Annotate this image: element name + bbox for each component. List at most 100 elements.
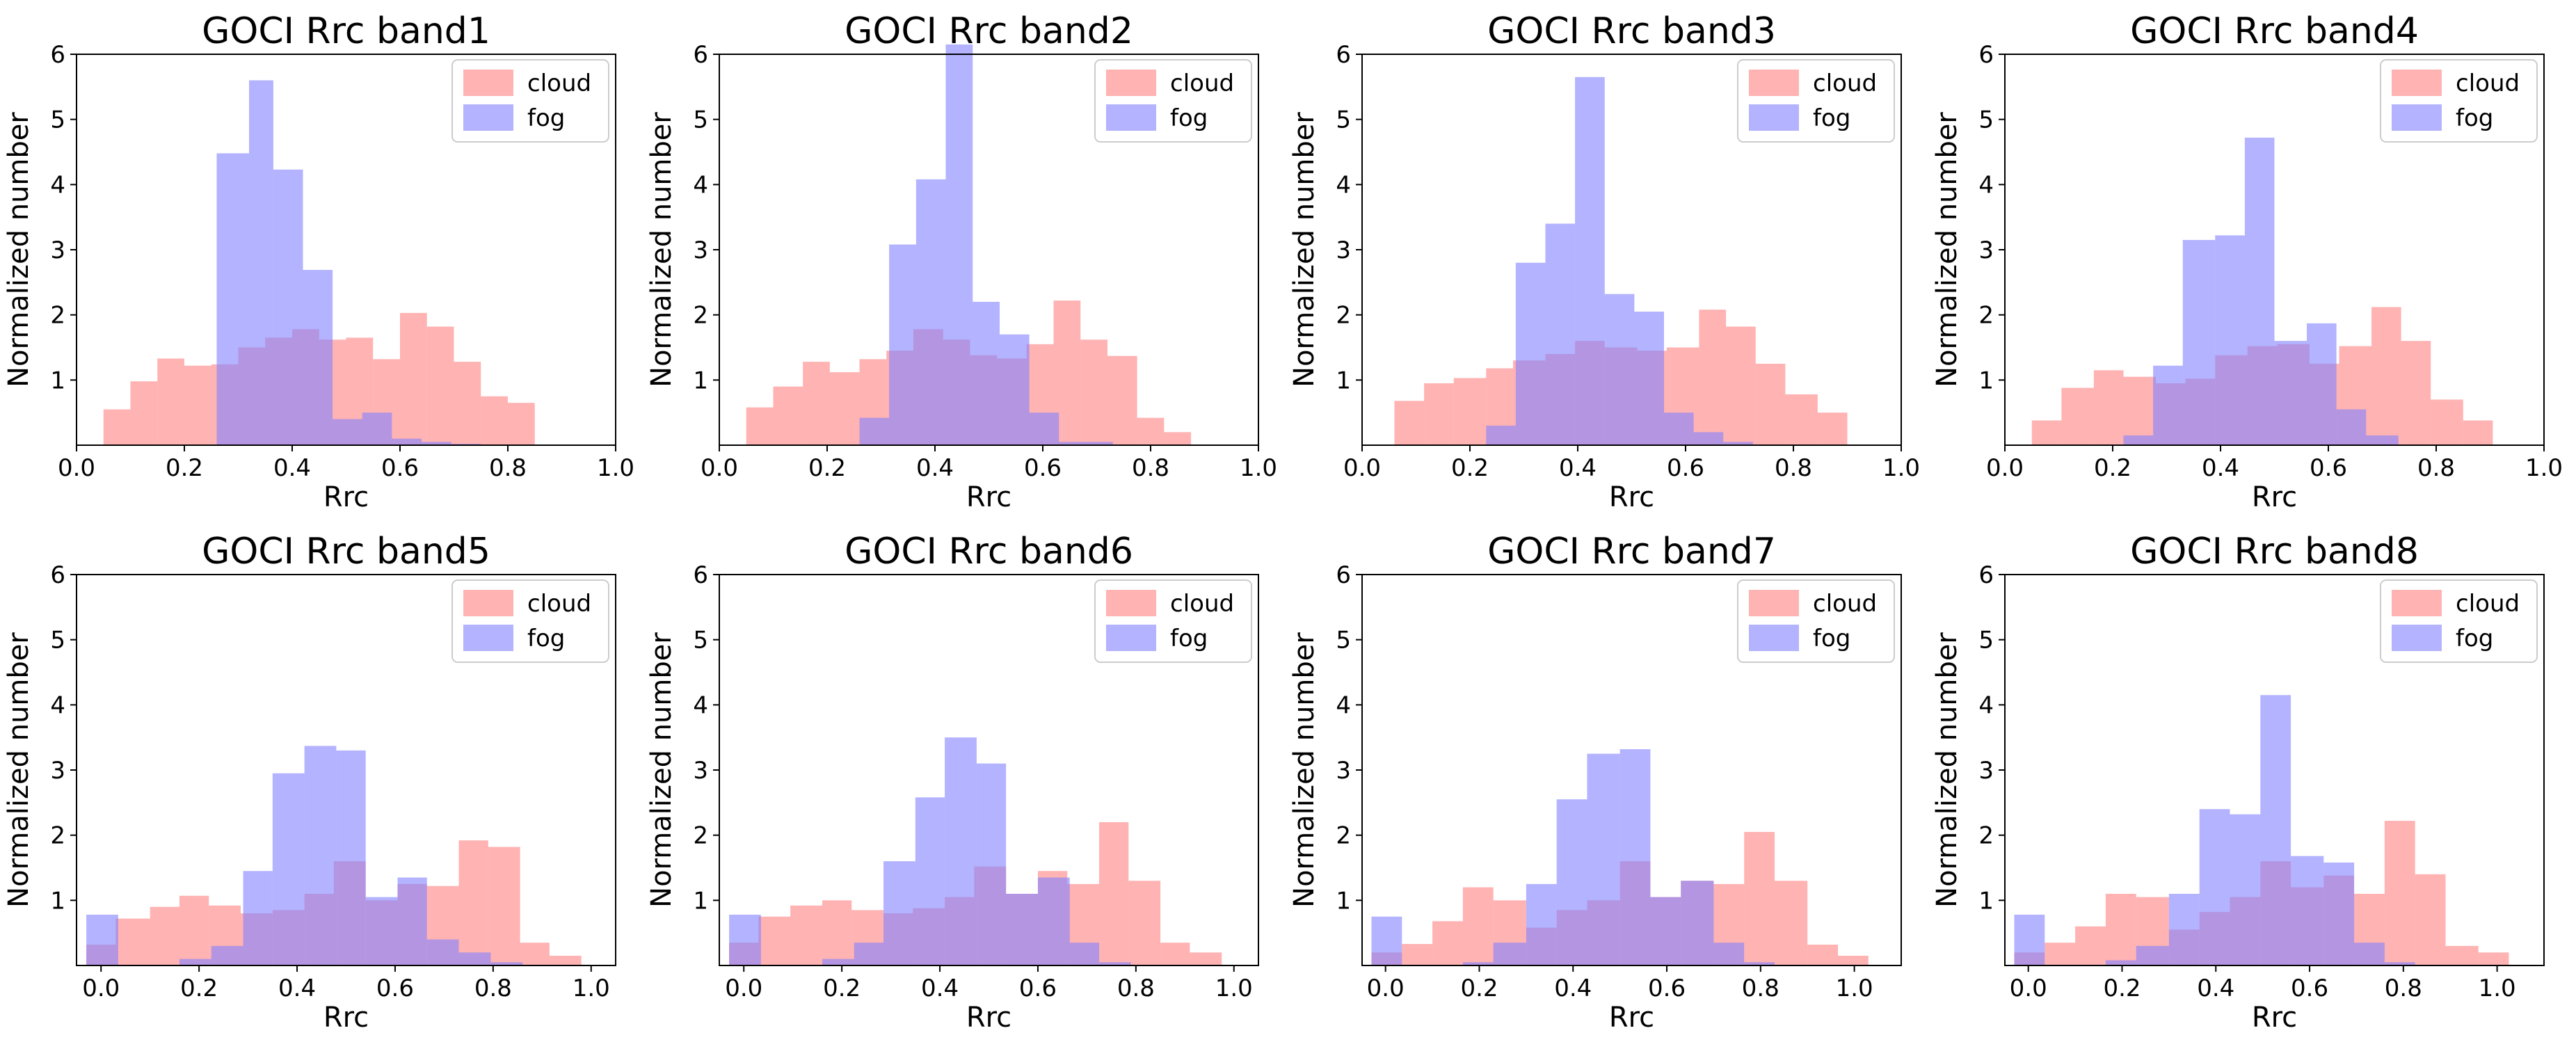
legend-swatch-cloud [1749, 70, 1799, 96]
x-tick-label: 0.4 [916, 454, 954, 482]
x-tick-label: 0.6 [1667, 454, 1704, 482]
x-tick-label: 0.4 [2197, 975, 2234, 1002]
fog-bar [1634, 311, 1664, 445]
x-tick-label: 0.0 [1343, 454, 1381, 482]
x-tick-label: 1.0 [2525, 454, 2563, 482]
legend-label-cloud: cloud [1813, 590, 1877, 618]
fog-bar [1000, 334, 1030, 445]
y-axis-label: Normalized number [3, 112, 35, 387]
x-tick-label: 0.2 [1451, 454, 1489, 482]
fog-bar [2199, 809, 2230, 965]
legend: cloud fog [2380, 59, 2538, 143]
x-tick-label: 0.2 [1460, 975, 1498, 1002]
y-tick-label: 3 [1978, 757, 1994, 785]
cloud-bar [829, 372, 860, 445]
subplot-title: GOCI Rrc band8 [2130, 531, 2419, 572]
fog-bar [2274, 341, 2307, 445]
y-tick-label: 6 [693, 561, 708, 589]
legend-label-cloud: cloud [527, 590, 591, 618]
legend-swatch-cloud [2392, 590, 2442, 616]
x-axis-label: Rrc [323, 1002, 369, 1034]
fog-bar [426, 939, 459, 965]
y-tick-label: 1 [1336, 367, 1351, 394]
y-axis-label: Normalized number [1931, 112, 1963, 387]
cloud-bar [2478, 952, 2509, 965]
fog-bar [490, 962, 523, 965]
y-tick-label: 3 [1336, 757, 1351, 785]
y-tick-label: 6 [1978, 41, 1994, 69]
subplot-title: GOCI Rrc band4 [2130, 10, 2419, 52]
x-tick-label: 0.6 [1019, 975, 1057, 1002]
fog-bar [889, 244, 916, 445]
y-tick-label: 6 [1336, 561, 1351, 589]
x-tick-label: 0.2 [808, 454, 846, 482]
cloud-bar [746, 407, 774, 445]
legend-swatch-cloud [2392, 70, 2442, 96]
subplot-title: GOCI Rrc band6 [845, 531, 1133, 572]
cloud-bar [103, 409, 131, 445]
cloud-bar [549, 955, 582, 965]
x-tick-label: 0.2 [166, 454, 203, 482]
y-axis-label: Normalized number [646, 632, 678, 908]
fog-bar [216, 153, 249, 445]
cloud-bar [454, 362, 481, 445]
y-tick-label: 5 [50, 627, 65, 655]
cloud-bar [115, 918, 150, 965]
x-tick-label: 0.8 [1117, 975, 1155, 1002]
fog-bar [362, 412, 392, 445]
cloud-bar [1402, 944, 1433, 965]
cloud-bar [2075, 926, 2106, 965]
fog-bar [2384, 962, 2415, 965]
y-tick-label: 5 [1978, 106, 1994, 134]
cloud-bar [2384, 821, 2415, 965]
legend-swatch-cloud [1106, 590, 1156, 616]
x-tick-label: 0.4 [273, 454, 311, 482]
legend: cloud fog [1737, 59, 1895, 143]
fog-bar [1086, 442, 1113, 445]
fog-bar [303, 270, 333, 445]
fog-bar [915, 179, 946, 445]
subplot-4: 0.0 0.2 0.4 0.6 0.8 1.0 1 2 3 4 5 6 GOCI Rrc band4 Rr… [1931, 10, 2563, 513]
fog-bar [179, 959, 211, 965]
cloud-bar [150, 906, 179, 965]
cloud-bar [1817, 412, 1848, 445]
cloud-bar [1755, 363, 1786, 445]
legend-swatch-fog [2392, 625, 2442, 651]
legend-swatch-fog [1749, 104, 1799, 131]
y-tick-label: 2 [1978, 822, 1994, 850]
cloud-bar [520, 943, 550, 965]
legend-label-fog: fog [1813, 625, 1850, 652]
fog-bar [915, 797, 945, 965]
x-tick-label: 0.8 [489, 454, 527, 482]
cloud-bar [157, 358, 184, 445]
x-axis-label: Rrc [1609, 1002, 1654, 1034]
subplot-title: GOCI Rrc band7 [1487, 531, 1776, 572]
y-tick-label: 2 [693, 302, 708, 330]
y-tick-label: 6 [1978, 561, 1994, 589]
legend-label-fog: fog [1170, 625, 1208, 652]
cloud-bar [1453, 378, 1487, 445]
y-tick-label: 6 [1336, 41, 1351, 69]
x-tick-label: 1.0 [573, 975, 610, 1002]
x-tick-label: 0.0 [725, 975, 762, 1002]
legend: cloud fog [2380, 579, 2538, 663]
x-tick-label: 0.6 [2291, 975, 2328, 1002]
fog-bar [883, 861, 915, 965]
y-tick-label: 4 [693, 691, 708, 719]
fog-bar [211, 945, 243, 965]
cloud-bar [1107, 355, 1137, 445]
cloud-bar [758, 916, 791, 965]
subplot-5: 0.0 0.2 0.4 0.6 0.8 1.0 1 2 3 4 5 6 GOCI Rrc band5 Rr… [3, 531, 616, 1034]
y-tick-label: 1 [1978, 887, 1994, 915]
y-tick-label: 2 [50, 822, 65, 850]
fog-bar [822, 959, 854, 965]
y-tick-label: 5 [1978, 627, 1994, 655]
fog-bar [1619, 749, 1651, 965]
cloud-bar [2105, 893, 2136, 965]
fog-bar [1713, 943, 1745, 965]
y-tick-label: 3 [693, 237, 708, 264]
cloud-bar [1785, 394, 1818, 445]
legend: cloud fog [451, 59, 609, 143]
fog-bar [2123, 435, 2154, 445]
